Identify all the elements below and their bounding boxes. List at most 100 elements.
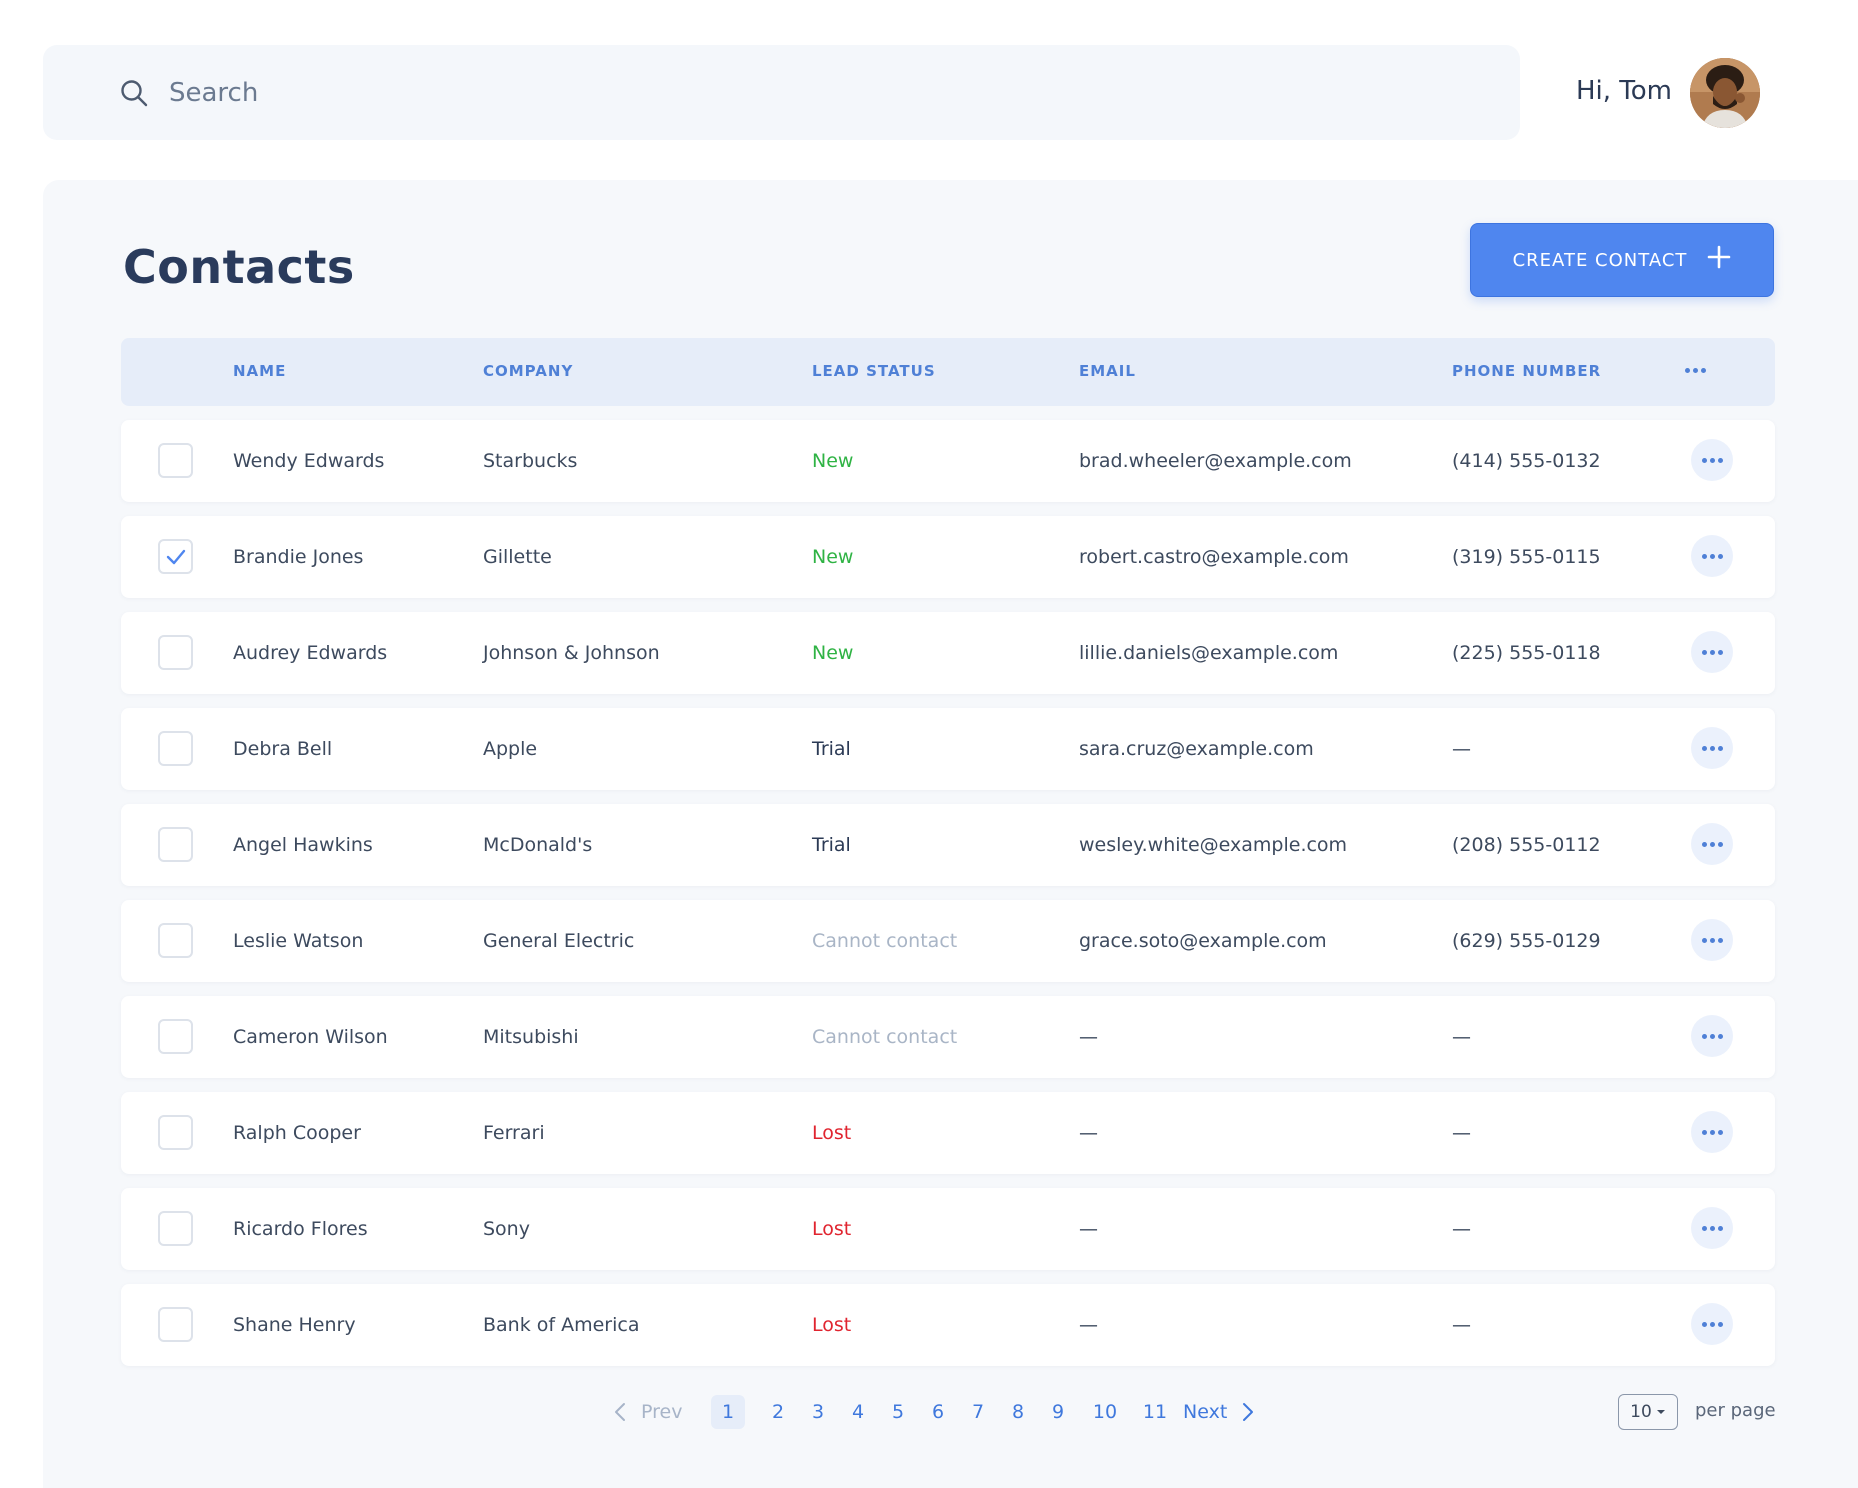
row-checkbox[interactable] (158, 635, 193, 670)
row-checkbox[interactable] (158, 1115, 193, 1150)
contact-email[interactable]: — (1079, 1026, 1098, 1048)
table-row[interactable]: Cameron Wilson Mitsubishi Cannot contact… (121, 996, 1775, 1078)
row-checkbox[interactable] (158, 1307, 193, 1342)
column-header-lead-status[interactable]: LEAD STATUS (812, 362, 936, 380)
table-row[interactable]: Audrey Edwards Johnson & Johnson New lil… (121, 612, 1775, 694)
table-row[interactable]: Leslie Watson General Electric Cannot co… (121, 900, 1775, 982)
contact-name[interactable]: Brandie Jones (233, 546, 364, 568)
row-checkbox[interactable] (158, 443, 193, 478)
lead-status: Lost (812, 1314, 852, 1336)
row-more-button[interactable] (1691, 1303, 1733, 1345)
more-dots-icon (1701, 1129, 1723, 1135)
next-page-button[interactable]: Next (1183, 1395, 1255, 1429)
contact-email[interactable]: sara.cruz@example.com (1079, 738, 1314, 760)
row-more-button[interactable] (1691, 727, 1733, 769)
row-more-button[interactable] (1691, 919, 1733, 961)
contact-phone: — (1452, 1218, 1471, 1240)
page-1-button[interactable]: 1 (711, 1395, 745, 1429)
search-input[interactable] (169, 77, 1069, 108)
contact-name[interactable]: Debra Bell (233, 738, 333, 760)
contact-name[interactable]: Shane Henry (233, 1314, 356, 1336)
lead-status: New (812, 450, 854, 472)
column-header-email[interactable]: EMAIL (1079, 362, 1136, 380)
page-4-button[interactable]: 4 (851, 1401, 865, 1423)
row-checkbox[interactable] (158, 827, 193, 862)
contact-name[interactable]: Audrey Edwards (233, 642, 388, 664)
plus-icon (1707, 240, 1731, 276)
more-dots-icon (1701, 1225, 1723, 1231)
column-header-phone[interactable]: PHONE NUMBER (1452, 362, 1602, 380)
row-checkbox[interactable] (158, 731, 193, 766)
row-checkbox[interactable] (158, 539, 193, 574)
row-more-button[interactable] (1691, 439, 1733, 481)
contact-name[interactable]: Leslie Watson (233, 930, 364, 952)
page-title: Contacts (123, 240, 355, 294)
contact-name[interactable]: Ralph Cooper (233, 1122, 361, 1144)
table-row[interactable]: Ricardo Flores Sony Lost — — (121, 1188, 1775, 1270)
column-header-company[interactable]: COMPANY (483, 362, 574, 380)
page-9-button[interactable]: 9 (1051, 1401, 1065, 1423)
contact-name[interactable]: Cameron Wilson (233, 1026, 388, 1048)
contact-company: Mitsubishi (483, 1026, 579, 1048)
row-more-button[interactable] (1691, 823, 1733, 865)
page-11-button[interactable]: 11 (1142, 1401, 1168, 1423)
row-checkbox[interactable] (158, 1211, 193, 1246)
contact-email[interactable]: — (1079, 1122, 1098, 1144)
contact-email[interactable]: — (1079, 1218, 1098, 1240)
table-row[interactable]: Brandie Jones Gillette New robert.castro… (121, 516, 1775, 598)
lead-status: Lost (812, 1218, 852, 1240)
contact-name[interactable]: Angel Hawkins (233, 834, 373, 856)
table-row[interactable]: Ralph Cooper Ferrari Lost — — (121, 1092, 1775, 1174)
contact-phone: — (1452, 1314, 1471, 1336)
table-row[interactable]: Angel Hawkins McDonald's Trial wesley.wh… (121, 804, 1775, 886)
per-page-select[interactable]: 10 (1618, 1394, 1678, 1430)
contact-email[interactable]: — (1079, 1314, 1098, 1336)
page-5-button[interactable]: 5 (891, 1401, 905, 1423)
contact-phone: — (1452, 738, 1471, 760)
contact-email[interactable]: lillie.daniels@example.com (1079, 642, 1339, 664)
lead-status: Cannot contact (812, 1026, 958, 1048)
page-2-button[interactable]: 2 (771, 1401, 785, 1423)
avatar[interactable] (1690, 58, 1760, 128)
page-7-button[interactable]: 7 (971, 1401, 985, 1423)
more-dots-icon (1701, 745, 1723, 751)
contact-company: Gillette (483, 546, 552, 568)
page-10-button[interactable]: 10 (1092, 1401, 1118, 1423)
contacts-panel: Contacts CREATE CONTACT NAME COMPANY LEA… (43, 180, 1858, 1488)
prev-page-button[interactable]: Prev (613, 1395, 682, 1429)
contact-email[interactable]: brad.wheeler@example.com (1079, 450, 1352, 472)
more-dots-icon (1701, 1033, 1723, 1039)
row-more-button[interactable] (1691, 1207, 1733, 1249)
row-more-button[interactable] (1691, 1015, 1733, 1057)
contact-company: Ferrari (483, 1122, 545, 1144)
row-more-button[interactable] (1691, 1111, 1733, 1153)
contact-email[interactable]: robert.castro@example.com (1079, 546, 1349, 568)
table-row[interactable]: Debra Bell Apple Trial sara.cruz@example… (121, 708, 1775, 790)
more-dots-icon (1701, 553, 1723, 559)
table-row[interactable]: Wendy Edwards Starbucks New brad.wheeler… (121, 420, 1775, 502)
contact-name[interactable]: Wendy Edwards (233, 450, 385, 472)
contact-phone: (629) 555-0129 (1452, 930, 1601, 952)
page-3-button[interactable]: 3 (811, 1401, 825, 1423)
page-6-button[interactable]: 6 (931, 1401, 945, 1423)
contact-company: Apple (483, 738, 538, 760)
page-8-button[interactable]: 8 (1011, 1401, 1025, 1423)
search-bar[interactable] (43, 45, 1520, 140)
row-more-button[interactable] (1691, 631, 1733, 673)
lead-status: Trial (812, 738, 851, 760)
more-dots-icon (1701, 649, 1723, 655)
row-checkbox[interactable] (158, 923, 193, 958)
chevron-left-icon (615, 1403, 625, 1421)
header-more-icon[interactable] (1685, 368, 1706, 373)
row-checkbox[interactable] (158, 1019, 193, 1054)
table-row[interactable]: Shane Henry Bank of America Lost — — (121, 1284, 1775, 1366)
contact-company: Johnson & Johnson (483, 642, 660, 664)
column-header-name[interactable]: NAME (233, 362, 287, 380)
contact-email[interactable]: wesley.white@example.com (1079, 834, 1348, 856)
check-icon (166, 549, 185, 564)
contact-name[interactable]: Ricardo Flores (233, 1218, 368, 1240)
row-more-button[interactable] (1691, 535, 1733, 577)
create-contact-button[interactable]: CREATE CONTACT (1470, 223, 1774, 297)
contact-email[interactable]: grace.soto@example.com (1079, 930, 1327, 952)
prev-label: Prev (641, 1401, 683, 1423)
